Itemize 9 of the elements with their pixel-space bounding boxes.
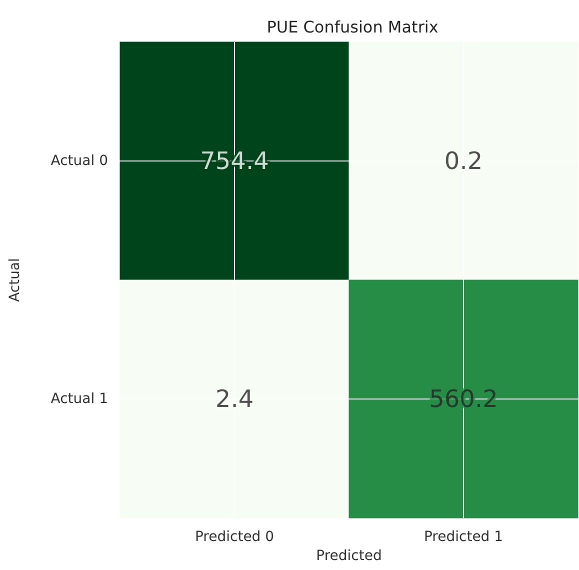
data-label: 0.2 — [444, 147, 483, 175]
x-axis-title: Predicted — [316, 548, 382, 564]
chart-title: PUE Confusion Matrix — [266, 18, 438, 36]
y-axis-title: Actual — [7, 258, 23, 302]
x-tick-label: Predicted 1 — [424, 529, 504, 545]
data-label: 2.4 — [215, 385, 254, 413]
y-tick-label: Actual 0 — [50, 153, 108, 169]
y-tick-label: Actual 1 — [50, 391, 108, 407]
x-tick-label: Predicted 0 — [194, 529, 274, 545]
